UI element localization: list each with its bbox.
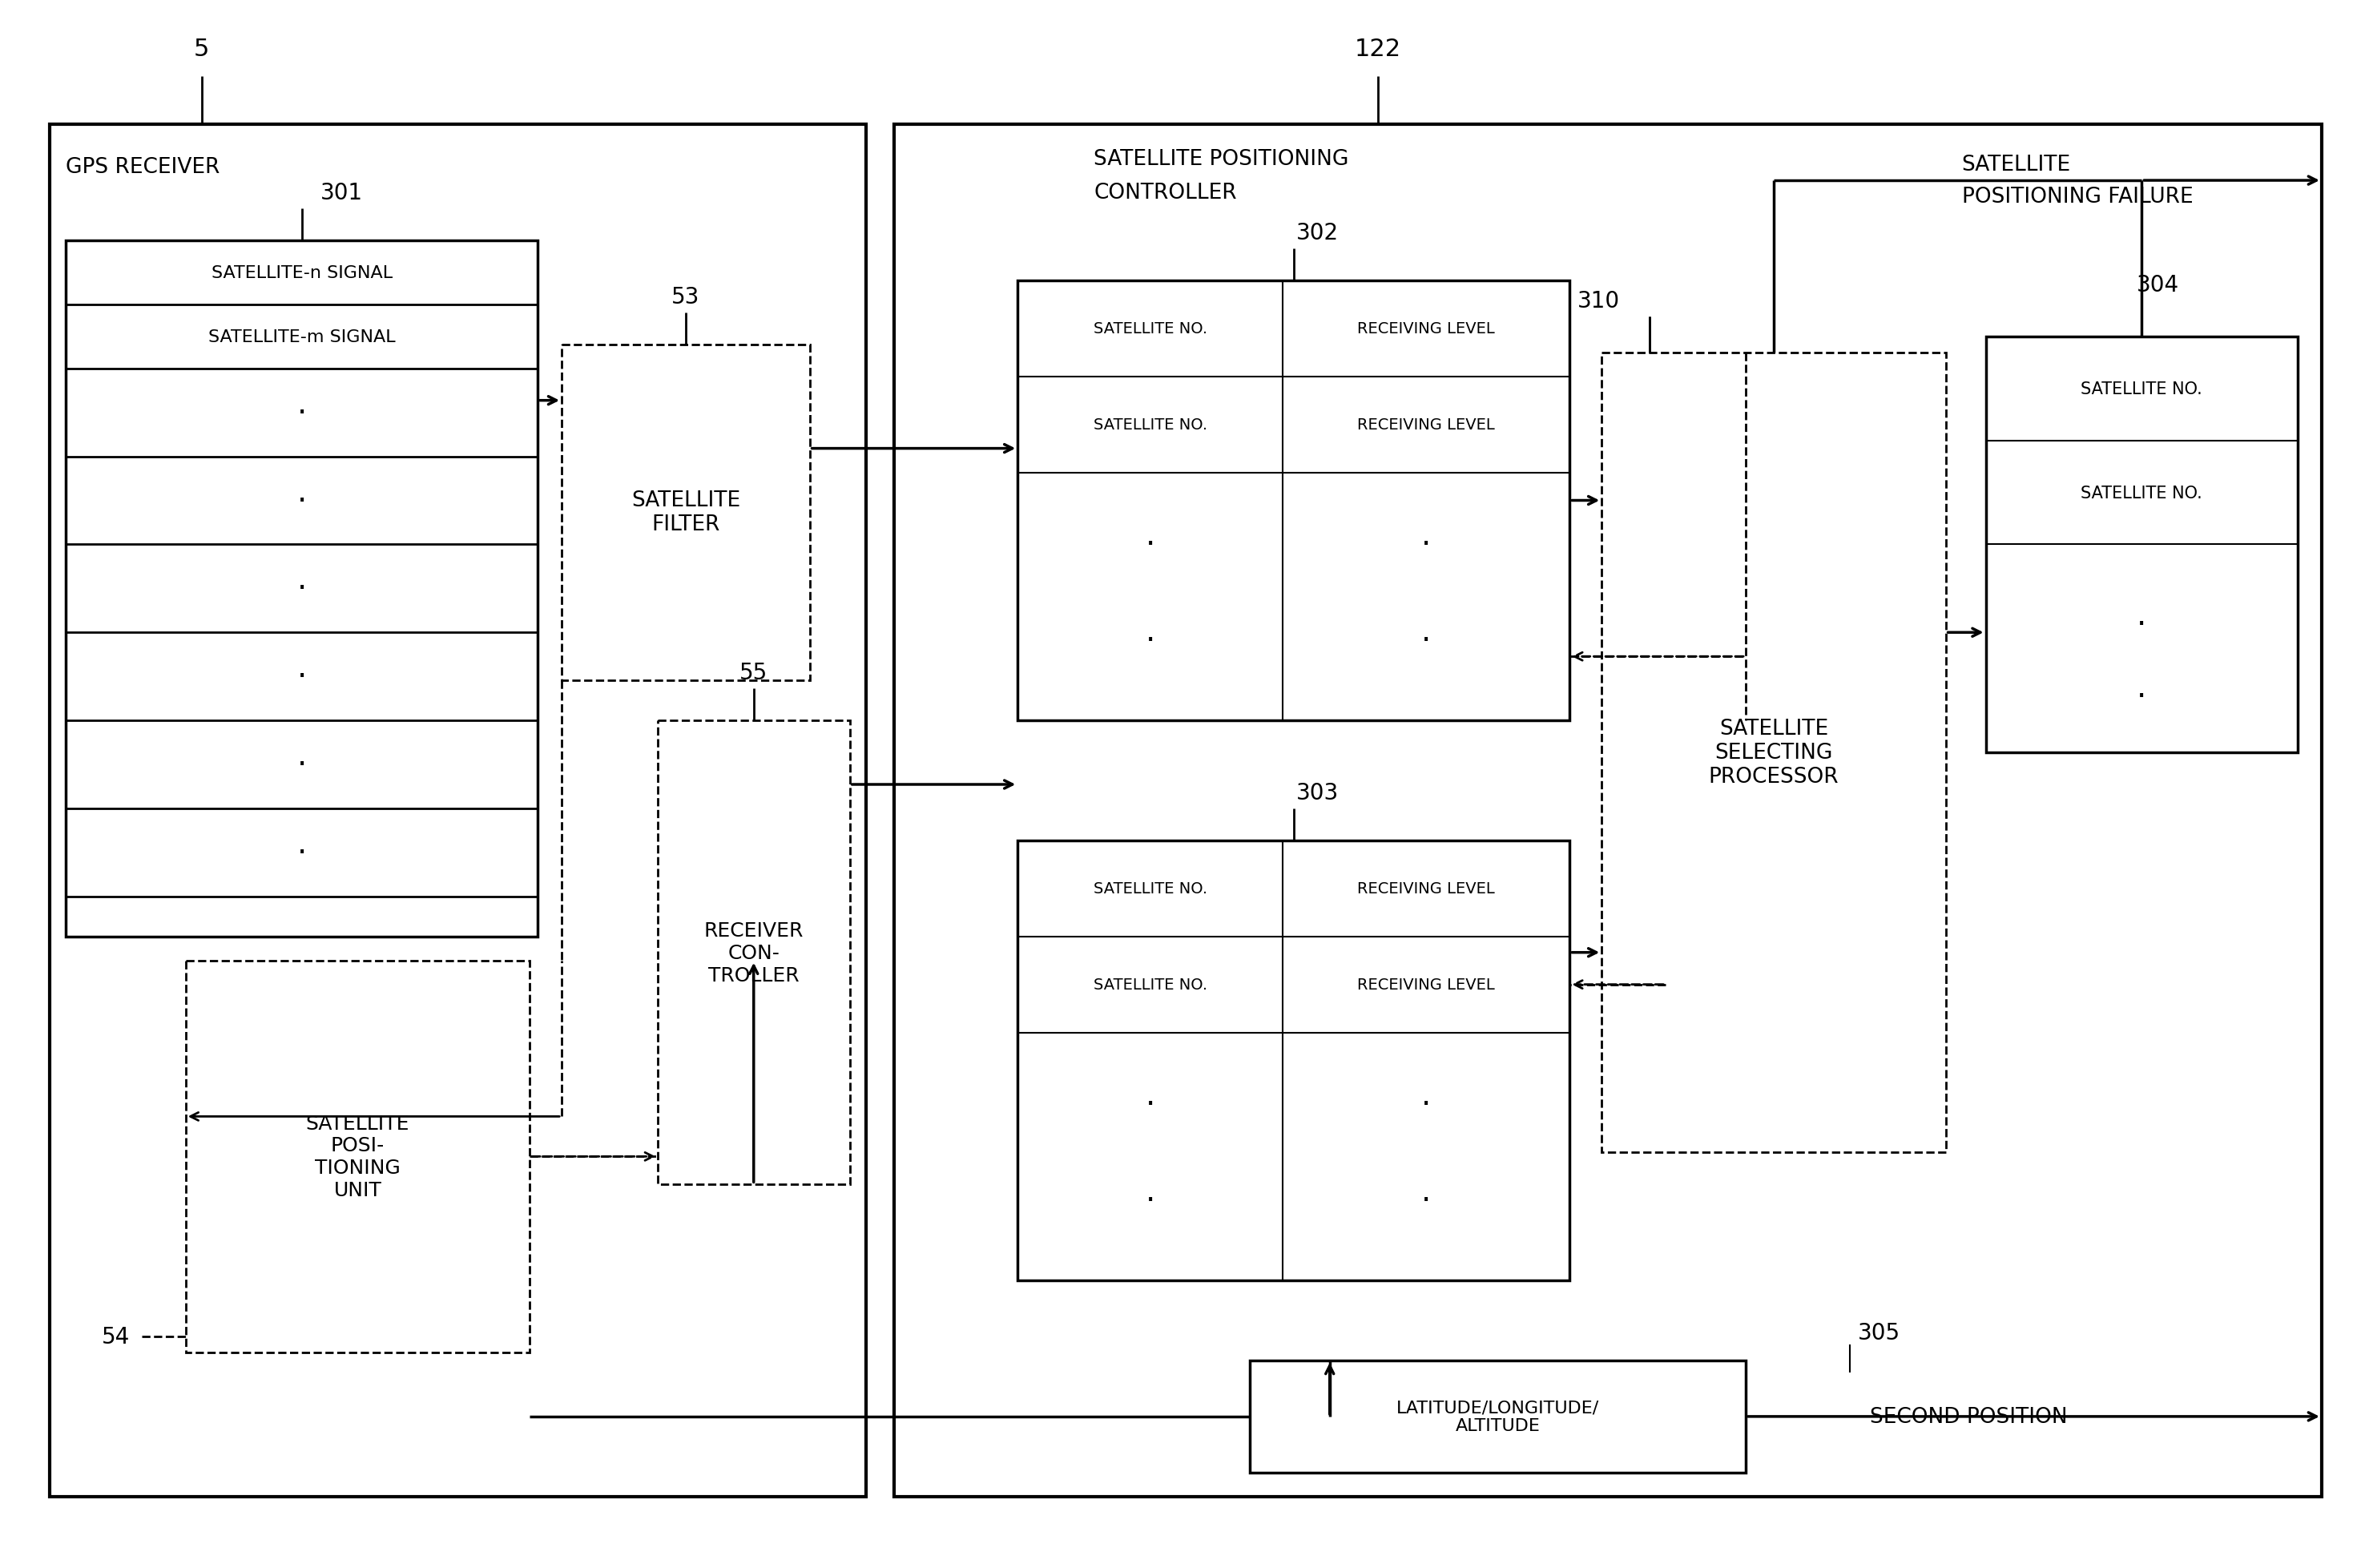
Text: 302: 302 [1296, 221, 1338, 245]
Text: ·: · [296, 837, 306, 869]
Text: 305: 305 [1857, 1322, 1900, 1344]
Text: 304: 304 [2137, 274, 2179, 296]
Text: ·: · [1421, 1185, 1431, 1215]
Text: ·: · [1421, 626, 1431, 655]
Text: SATELLITE
SELECTING
PROCESSOR: SATELLITE SELECTING PROCESSOR [1708, 718, 1838, 787]
Text: RECEIVING LEVEL: RECEIVING LEVEL [1357, 321, 1495, 337]
Text: ·: · [296, 486, 306, 516]
Text: ·: · [296, 398, 306, 428]
Bar [1019, 840, 1571, 1281]
Bar [185, 961, 531, 1353]
Text: RECEIVING LEVEL: RECEIVING LEVEL [1357, 417, 1495, 433]
Text: SATELLITE NO.: SATELLITE NO. [2080, 485, 2203, 500]
Text: SATELLITE
FILTER: SATELLITE FILTER [630, 491, 739, 535]
Text: SATELLITE NO.: SATELLITE NO. [1092, 881, 1208, 897]
Bar [1251, 1361, 1746, 1472]
Text: 122: 122 [1355, 38, 1400, 61]
Text: SECOND POSITION: SECOND POSITION [1869, 1406, 2068, 1427]
Text: RECEIVING LEVEL: RECEIVING LEVEL [1357, 881, 1495, 897]
Text: CONTROLLER: CONTROLLER [1094, 182, 1237, 204]
Text: SATELLITE NO.: SATELLITE NO. [2080, 381, 2203, 397]
Text: ·: · [1144, 1185, 1156, 1215]
Text: 53: 53 [670, 285, 699, 309]
Text: SATELLITE-n SIGNAL: SATELLITE-n SIGNAL [211, 265, 393, 281]
Text: ·: · [1144, 1090, 1156, 1120]
Text: ·: · [2137, 682, 2146, 712]
Text: 55: 55 [739, 662, 768, 684]
Text: 301: 301 [320, 182, 362, 204]
Text: RECEIVER
CON-
TROLLER: RECEIVER CON- TROLLER [704, 920, 803, 985]
Text: ·: · [1144, 530, 1156, 560]
Text: SATELLITE-m SIGNAL: SATELLITE-m SIGNAL [208, 329, 396, 345]
Bar [659, 721, 850, 1185]
Text: SATELLITE NO.: SATELLITE NO. [1092, 321, 1208, 337]
Text: POSITIONING FAILURE: POSITIONING FAILURE [1962, 187, 2194, 207]
Text: 310: 310 [1578, 290, 1620, 312]
Text: 303: 303 [1296, 781, 1338, 804]
Text: ·: · [296, 750, 306, 779]
Text: SATELLITE: SATELLITE [1962, 155, 2071, 176]
Text: LATITUDE/LONGITUDE/
ALTITUDE: LATITUDE/LONGITUDE/ ALTITUDE [1395, 1399, 1599, 1433]
Text: 54: 54 [102, 1325, 130, 1348]
Text: RECEIVING LEVEL: RECEIVING LEVEL [1357, 977, 1495, 993]
Text: SATELLITE NO.: SATELLITE NO. [1092, 977, 1208, 993]
Text: GPS RECEIVER: GPS RECEIVER [66, 157, 220, 177]
Bar [893, 125, 2322, 1496]
Text: SATELLITE NO.: SATELLITE NO. [1092, 417, 1208, 433]
Bar [66, 241, 538, 936]
Bar [1985, 337, 2298, 753]
Bar [561, 345, 810, 681]
Text: ·: · [2137, 610, 2146, 640]
Bar [50, 125, 865, 1496]
Text: ·: · [1421, 1090, 1431, 1120]
Text: SATELLITE POSITIONING: SATELLITE POSITIONING [1094, 149, 1348, 169]
Bar [1601, 353, 1945, 1152]
Text: ·: · [1144, 626, 1156, 655]
Bar [1019, 281, 1571, 721]
Text: ·: · [1421, 530, 1431, 560]
Text: ·: · [296, 574, 306, 604]
Text: SATELLITE
POSI-
TIONING
UNIT: SATELLITE POSI- TIONING UNIT [306, 1113, 410, 1200]
Text: ·: · [296, 662, 306, 691]
Text: 5: 5 [194, 38, 208, 61]
